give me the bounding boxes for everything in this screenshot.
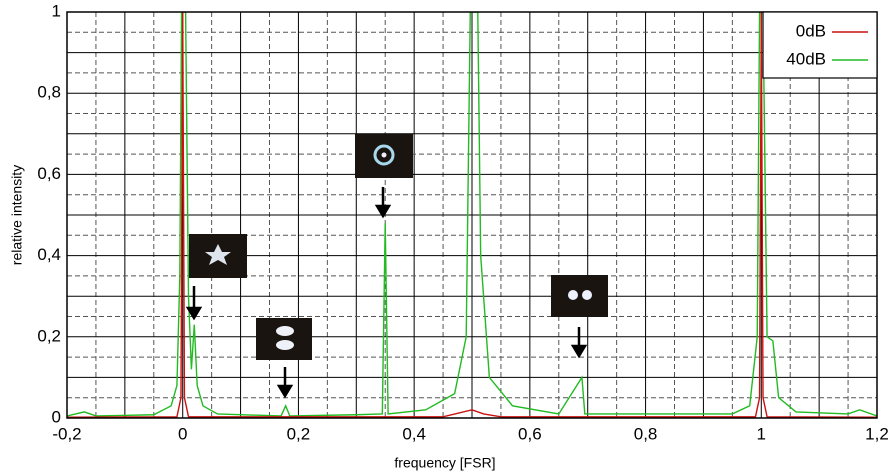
y-tick-label: 1	[52, 1, 61, 20]
legend-label: 0dB	[796, 21, 826, 40]
y-axis-label: relative intensity	[9, 165, 25, 265]
legend-label: 40dB	[786, 49, 826, 68]
x-tick-label: 0	[178, 424, 187, 443]
y-tick-label: 0	[52, 407, 61, 426]
mode-shape	[381, 152, 387, 158]
legend: 0dB 40dB	[762, 11, 878, 79]
series-line	[67, 12, 877, 417]
x-tick-label: 0,6	[518, 424, 542, 443]
mode-shape	[582, 290, 592, 300]
x-tick-label: -0,2	[52, 424, 81, 443]
series-line	[67, 12, 877, 418]
mode-shape	[276, 340, 294, 350]
y-tick-label: 0,2	[37, 326, 61, 345]
y-tick-label: 0,8	[37, 83, 61, 102]
y-tick-label: 0,4	[37, 245, 61, 264]
mode-shape	[276, 326, 294, 336]
y-tick-label: 0,6	[37, 164, 61, 183]
x-tick-label: 0,8	[634, 424, 658, 443]
x-tick-label: 0,2	[287, 424, 311, 443]
mode-shape	[373, 144, 395, 166]
x-axis-label: frequency [FSR]	[394, 455, 495, 471]
mode-images	[185, 134, 608, 399]
mode-shape	[568, 290, 578, 300]
mode-shape	[205, 244, 231, 265]
mode-image	[256, 318, 312, 360]
grid	[66, 11, 878, 419]
x-tick-label: 1	[757, 424, 766, 443]
plot-frame	[66, 11, 878, 419]
mode-image	[551, 275, 608, 317]
plot-lines	[67, 12, 877, 418]
x-tick-label: 1,2	[865, 424, 889, 443]
x-tick-label: 0,4	[402, 424, 426, 443]
